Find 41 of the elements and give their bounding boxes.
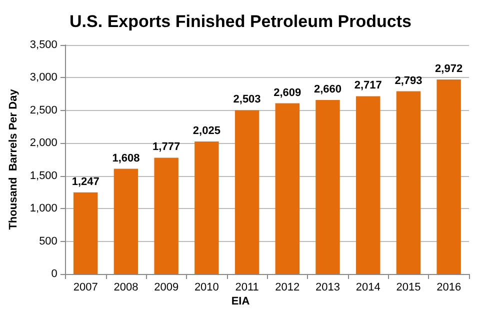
x-tick-label: 2008 xyxy=(114,282,138,294)
y-tick-label: 2,000 xyxy=(30,137,58,150)
data-label: 2,972 xyxy=(435,63,463,76)
x-tick-label: 2009 xyxy=(154,282,179,294)
x-tick-label: 2012 xyxy=(275,282,300,294)
x-tick-label: 2015 xyxy=(396,282,421,294)
bar xyxy=(114,168,138,274)
bar xyxy=(74,192,98,274)
bar xyxy=(316,100,340,274)
bar xyxy=(154,158,178,274)
chart-title: U.S. Exports Finished Petroleum Products xyxy=(70,12,412,31)
bar xyxy=(194,142,219,274)
bar xyxy=(234,110,260,274)
bar xyxy=(436,80,461,274)
bar xyxy=(275,103,300,274)
y-tick-label: 3,000 xyxy=(30,72,58,84)
data-label: 1,247 xyxy=(72,176,100,188)
y-tick-label: 2,500 xyxy=(30,104,58,116)
data-label: 2,503 xyxy=(233,94,261,106)
bar xyxy=(356,96,380,274)
x-tick-label: 2011 xyxy=(235,282,259,294)
y-axis-title: Thousand Barrels Per Day xyxy=(8,88,20,230)
data-label: 2,717 xyxy=(354,80,382,92)
y-tick-label: 1,000 xyxy=(30,202,58,215)
data-label: 1,608 xyxy=(112,152,140,164)
y-tick-label: 1,500 xyxy=(30,170,58,182)
data-label: 2,025 xyxy=(192,125,220,138)
x-tick-label: 2007 xyxy=(73,282,98,294)
text: EIA xyxy=(231,296,250,308)
data-label: 2,793 xyxy=(394,74,422,87)
x-tick-label: 2013 xyxy=(316,282,340,294)
data-label: 1,777 xyxy=(152,141,180,154)
data-label: 2,609 xyxy=(274,86,302,99)
x-tick-label: 2010 xyxy=(194,282,219,294)
y-tick-label: 500 xyxy=(39,235,58,248)
bar xyxy=(396,91,421,274)
x-tick-label: 2014 xyxy=(356,282,380,294)
x-tick-label: 2016 xyxy=(436,282,462,294)
data-label: 2,660 xyxy=(314,83,342,96)
y-tick-label: 3,500 xyxy=(30,39,58,51)
y-tick-label: 0 xyxy=(51,268,58,280)
